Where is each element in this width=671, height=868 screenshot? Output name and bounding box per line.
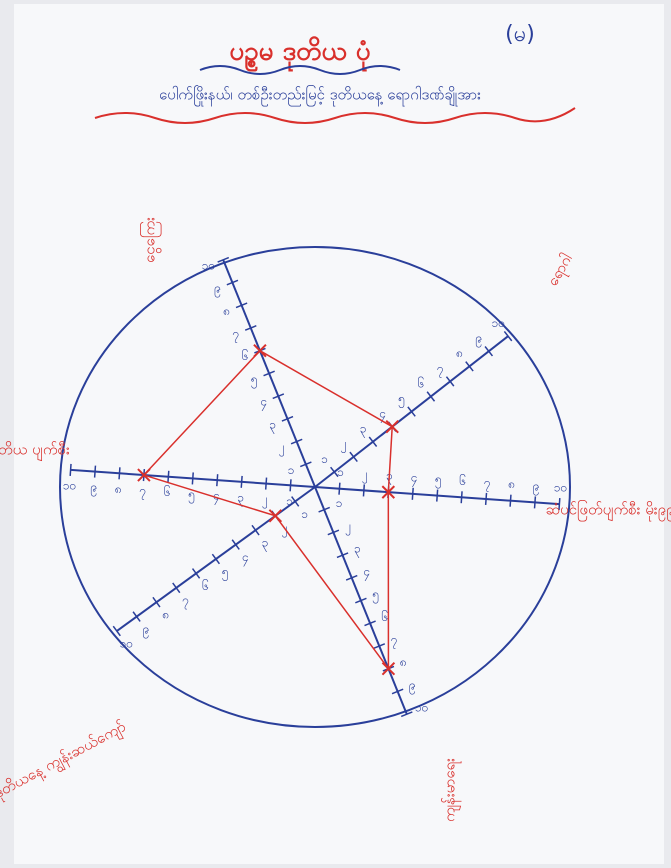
tick-label: ၁၀ [63,478,77,492]
tick-label: ၁ [336,496,343,510]
tick-label: ၈ [162,608,169,622]
tick-label: ၁ [288,463,295,477]
tick-label: ၈ [400,655,407,669]
tick-label: ၈ [115,482,122,496]
tick-mark [70,464,71,476]
tick-label: ၆ [418,375,425,390]
tick-mark [486,493,487,505]
tick-mark [535,496,536,508]
corner-label: (မ) [505,22,535,47]
tick-mark [339,483,340,495]
tick-mark [217,474,218,486]
tick-mark [437,490,438,502]
tick-mark [241,476,242,488]
tick-mark [412,488,413,500]
tick-label: ၁ [321,452,328,466]
axis-label: ဆံပင်ဖြတ်ပျက်စီး မိုး၉၉ [546,500,671,522]
tick-mark [168,471,169,483]
tick-mark [119,467,120,479]
tick-mark [461,491,462,503]
tick-label: ၆ [382,609,389,624]
tick-label: ၁၀ [202,258,216,272]
tick-label: ၁ [337,465,344,479]
tick-mark [266,478,267,490]
axis-label: ဒုတိယ ပျက်စီး [0,441,70,462]
tick-label: ၁ [301,507,308,521]
tick-label: ၆ [202,578,209,593]
tick-label: ၈ [456,346,463,360]
tick-label: ၁ [286,494,293,508]
subtitle: ပေါက်ဖြိုးနယ်၊ တစ်ဦးတည်းမြင့် ဒုတိယနေ့ ရ… [159,85,481,107]
tick-label: ၁၀ [491,316,505,330]
tick-label: ၈ [223,304,230,318]
chart: ပဉ္စမ ဒုတိယ ပုံ (မ) ပေါက်ဖြိုးနယ်၊ တစ်ဦး… [0,0,671,868]
tick-mark [192,472,193,484]
tick-label: ၈ [508,477,515,491]
tick-label: ၁၀ [415,701,429,715]
tick-label: ၆ [242,348,249,363]
tick-label: ၆ [164,484,171,499]
tick-label: ၆ [459,473,466,488]
tick-mark [95,466,96,478]
tick-mark [363,484,364,496]
tick-label: ၁၀ [554,481,568,495]
axis-label: ကျန်းမာရေး [441,758,462,822]
axis-label: ငွေကြေး [140,217,162,263]
tick-mark [510,495,511,507]
tick-mark [290,479,291,491]
tick-label: ၁၀ [119,636,133,650]
